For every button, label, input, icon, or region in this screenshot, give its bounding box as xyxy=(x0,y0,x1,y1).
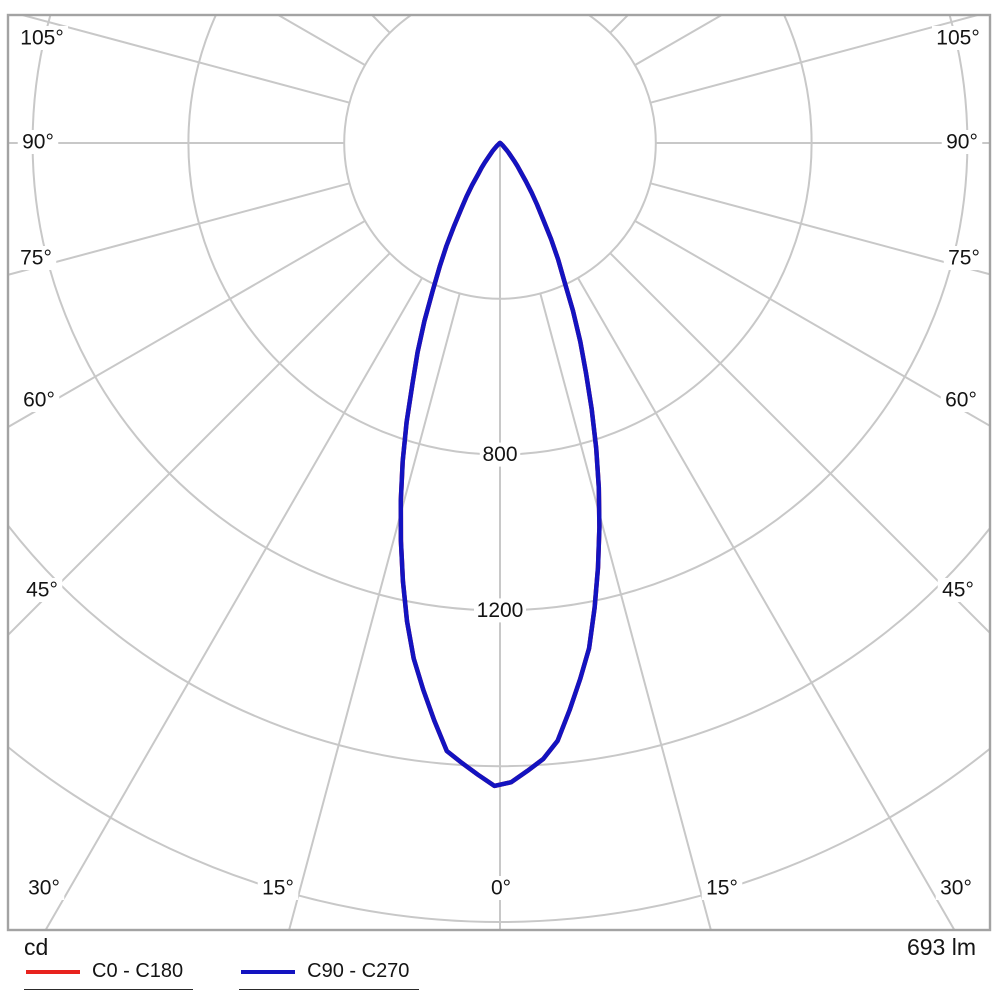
angle-label-left-5-bg xyxy=(23,876,65,900)
radial-grid-line-left-30 xyxy=(44,277,423,930)
radial-grid-line-right-105 xyxy=(650,15,982,104)
angle-label-left-1-bg xyxy=(17,130,59,154)
chart-frame xyxy=(6,13,992,932)
angle-label-bottom-1-bg xyxy=(486,876,516,900)
angle-label-left-4: 45° xyxy=(26,579,58,602)
angle-label-left-0: 105° xyxy=(20,27,63,50)
legend: C0 - C180 C90 - C270 xyxy=(24,960,420,990)
radial-grid-line-right-150 xyxy=(578,0,1000,8)
polar-chart-canvas: 105° 90° 75° 60° 45° 30° 105° 90° 75° 60° 45° 30° 15… xyxy=(0,0,1000,932)
c0-c180-line-swatch xyxy=(26,969,80,974)
angle-label-left-0-bg xyxy=(16,26,68,50)
angle-label-right-3: 60° xyxy=(945,389,977,412)
angle-label-right-5-bg xyxy=(935,876,977,900)
radial-grid-line-right-15 xyxy=(539,293,712,930)
angle-label-left-3-bg xyxy=(18,388,60,412)
angle-label-right-2-bg xyxy=(943,246,985,270)
axis-labels: 105° 90° 75° 60° 45° 30° 105° 90° 75° 60° 45° 30° 15… xyxy=(15,26,985,900)
radial-grid-line-left-105 xyxy=(18,15,350,104)
radial-label-1200: 1200 xyxy=(477,599,524,622)
footer-units-row: cd 693 lm xyxy=(0,932,1000,961)
angle-label-right-0: 105° xyxy=(936,27,979,50)
radial-label-1200-bg xyxy=(474,598,526,623)
radial-grid-line-right-30 xyxy=(577,277,956,930)
angle-label-bottom-0: 15° xyxy=(262,877,294,900)
angle-label-right-4: 45° xyxy=(942,579,974,602)
angle-label-bottom-2: 15° xyxy=(706,877,738,900)
radial-grid-line-left-45 xyxy=(8,252,391,637)
radial-label-800-bg xyxy=(479,442,521,467)
legend-item-c90-c270: C90 - C270 xyxy=(239,960,420,990)
luminous-flux-label: 693 lm xyxy=(906,934,976,960)
radial-grid-line-left-75 xyxy=(8,182,350,276)
angle-label-right-3-bg xyxy=(940,388,982,412)
angle-label-left-2: 75° xyxy=(20,247,52,270)
angle-label-left-4-bg xyxy=(21,578,63,602)
angle-label-left-3: 60° xyxy=(23,389,55,412)
angle-label-left-2-bg xyxy=(15,246,57,270)
unit-label: cd xyxy=(24,934,49,960)
intensity-curve-c90-c270 xyxy=(398,140,602,789)
radial-grid-line-left-15 xyxy=(288,293,461,930)
radial-grid-line-right-45 xyxy=(609,252,990,635)
angle-label-right-1-bg xyxy=(941,130,983,154)
radial-grid-line-right-75 xyxy=(650,182,990,276)
angle-label-left-5: 30° xyxy=(28,877,60,900)
angle-label-right-1: 90° xyxy=(946,131,978,154)
legend-label-c90-c270: C90 - C270 xyxy=(307,960,410,982)
angle-label-right-0-bg xyxy=(932,26,984,50)
legend-label-c0-c180: C0 - C180 xyxy=(92,960,184,982)
radial-grid-line-right-60 xyxy=(634,220,990,428)
angle-label-right-2: 75° xyxy=(948,247,980,270)
radial-grid-line-left-150 xyxy=(0,0,422,8)
c90-c270-line-swatch xyxy=(241,969,296,974)
legend-item-c0-c180: C0 - C180 xyxy=(24,960,194,990)
angle-label-bottom-0-bg xyxy=(257,876,299,900)
angle-label-right-4-bg xyxy=(937,578,979,602)
angle-label-bottom-2-bg xyxy=(701,876,743,900)
angle-label-bottom-1: 0° xyxy=(491,877,511,900)
angle-label-left-1: 90° xyxy=(22,131,54,154)
angle-label-right-5: 30° xyxy=(940,877,972,900)
radial-label-800: 800 xyxy=(482,443,517,466)
radial-grid-line-left-60 xyxy=(8,220,366,429)
